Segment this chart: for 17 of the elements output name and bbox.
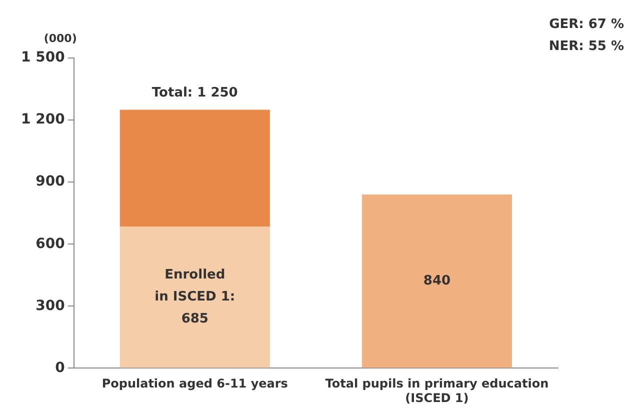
x-tick-label: Total pupils in primary education (ISCED 1) [325, 376, 549, 405]
y-tick-label: 1 200 [20, 112, 66, 128]
y-tick-label: 600 [36, 236, 66, 252]
bar [362, 194, 512, 368]
y-tick-label: 0 [55, 360, 66, 376]
y-tick-label: 300 [36, 298, 66, 314]
total-label: Total: 1 250 [152, 86, 238, 101]
text: NER: 55 % [548, 39, 624, 54]
y-tick-label: 900 [36, 174, 66, 190]
bar [120, 110, 270, 227]
bar [120, 226, 270, 368]
text: GER: 67 % [549, 17, 624, 32]
y-tick-label: 1 500 [20, 50, 66, 66]
data-label: Enrolled in ISCED 1: 685 [154, 267, 236, 326]
text: (000) [44, 32, 77, 45]
x-tick-label: Population aged 6-11 years [102, 376, 288, 391]
data-label: 840 [423, 273, 451, 288]
